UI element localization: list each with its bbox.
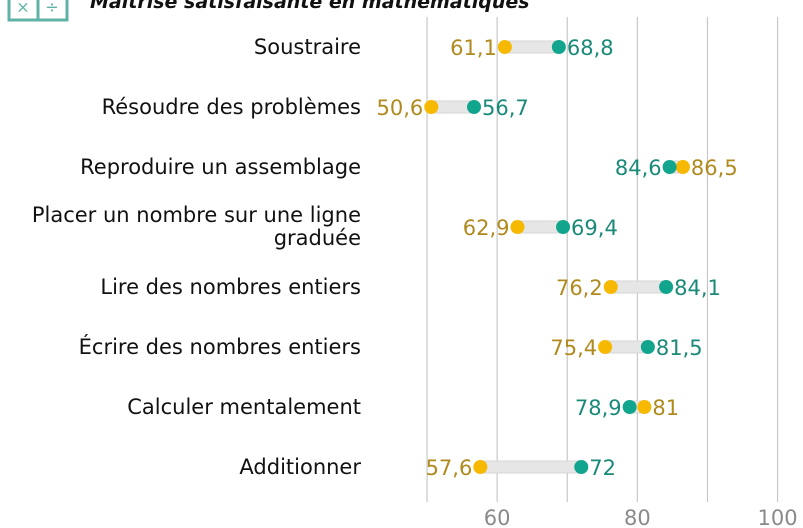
svg-text:÷: ÷ [45,0,58,17]
category-label: Soustraire [253,34,361,59]
dot [622,400,637,414]
value-label: 75,4 [550,336,597,360]
dot [424,100,439,114]
category-label: Placer un nombre sur une ligne graduée [31,203,361,250]
value-label: 56,7 [482,96,529,120]
category-label: Résoudre des problèmes [101,94,361,119]
value-label: 50,6 [376,96,423,120]
dot [675,160,690,174]
dot [510,220,525,234]
dot [603,280,618,294]
connector [610,280,667,294]
value-label: 81 [652,396,679,420]
category-label: Écrire des nombres entiers [78,334,361,359]
connector [504,40,560,54]
category-label: Lire des nombres entiers [100,274,361,299]
x-tick-label: 60 [484,506,511,528]
dot [637,400,652,414]
category-label: Calculer mentalement [127,394,361,419]
icon: × ÷ [7,0,69,22]
value-label: 81,5 [656,336,703,360]
dot [662,160,677,174]
dot [598,340,613,354]
value-label: 62,9 [463,216,510,240]
dot [551,40,566,54]
x-tick-label: 100 [758,506,798,528]
value-label: 57,6 [426,456,473,480]
value-label: 76,2 [556,276,603,300]
value-label: 84,1 [674,276,721,300]
value-label: 86,5 [691,156,738,180]
value-label: 68,8 [567,36,614,60]
dot [556,220,571,234]
chart-title: Maîtrise satisfaisante en mathématiques [90,0,530,13]
dot [467,100,482,114]
value-label: 72 [589,456,616,480]
dot [497,40,512,54]
category-label: Reproduire un assemblage [80,154,361,179]
dot [473,460,488,474]
dot [640,340,655,354]
dot [574,460,589,474]
connector [479,460,582,474]
x-tick-label: 80 [624,506,651,528]
value-label: 84,6 [615,156,662,180]
category-label: Additionner [239,454,361,479]
value-label: 61,1 [450,36,497,60]
value-label: 78,9 [575,396,622,420]
svg-text:×: × [16,0,29,17]
dot [659,280,674,294]
value-label: 69,4 [571,216,618,240]
